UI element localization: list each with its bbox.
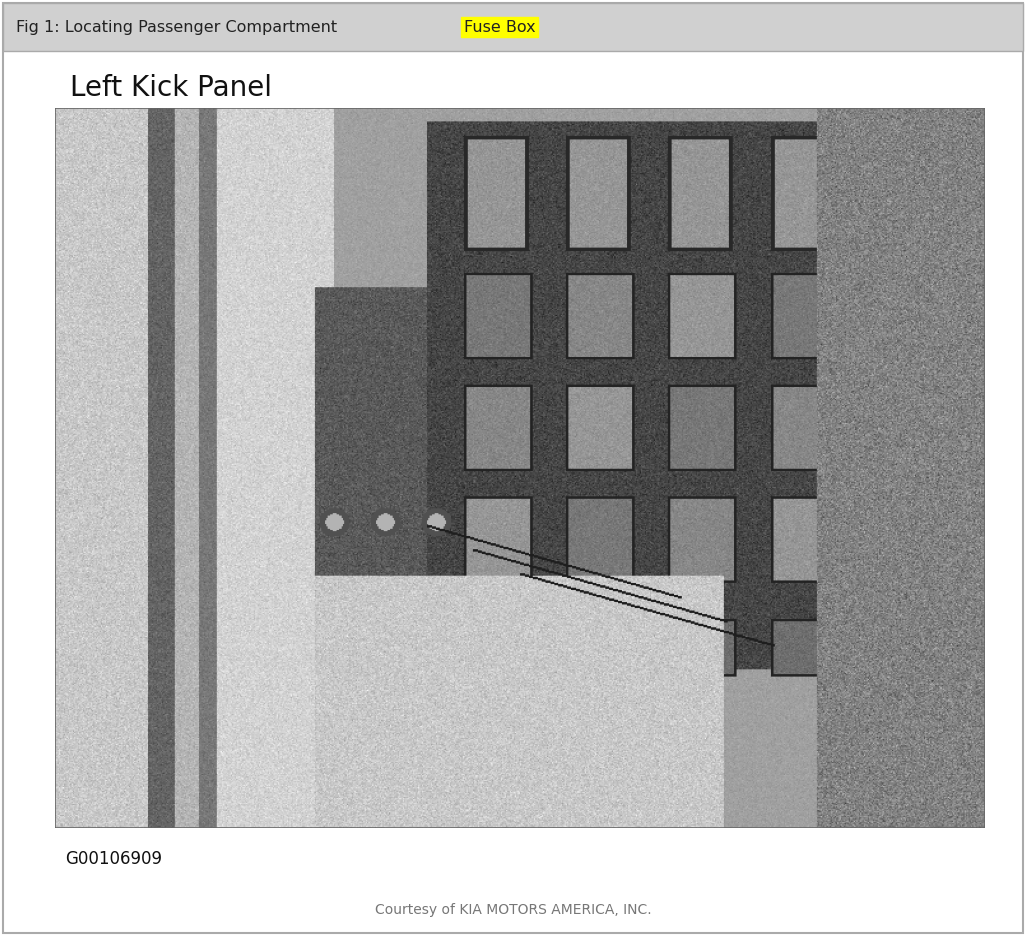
- Text: PASSENGER
COMPARTMENT
FUSE BOX: PASSENGER COMPARTMENT FUSE BOX: [180, 220, 341, 286]
- Text: G200: G200: [172, 500, 228, 520]
- Bar: [55, 108, 985, 828]
- Bar: [77, 164, 328, 314]
- Text: G00106909: G00106909: [65, 850, 162, 869]
- Bar: [3, 3, 1023, 51]
- Text: Fuse Box: Fuse Box: [464, 20, 536, 35]
- Text: Left Kick Panel: Left Kick Panel: [70, 74, 272, 102]
- Text: Fig 1: Locating Passenger Compartment: Fig 1: Locating Passenger Compartment: [16, 20, 343, 35]
- Text: Courtesy of KIA MOTORS AMERICA, INC.: Courtesy of KIA MOTORS AMERICA, INC.: [374, 903, 652, 916]
